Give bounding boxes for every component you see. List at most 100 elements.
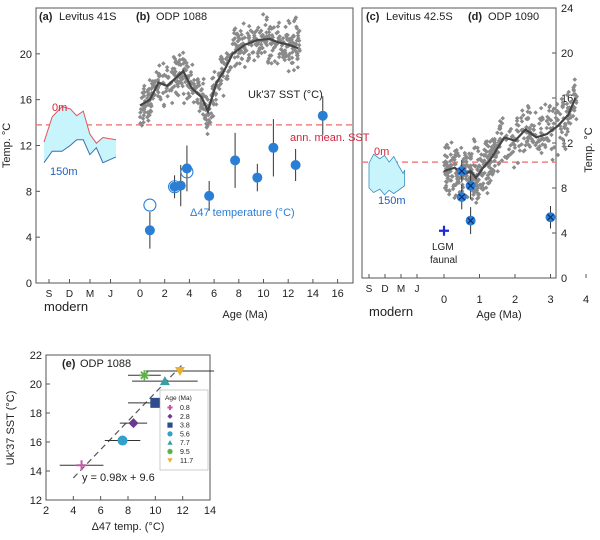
uk37-point (238, 50, 243, 56)
uk37-point (495, 169, 501, 174)
uk37-point (447, 188, 452, 194)
levitus-0m-line (43, 105, 117, 144)
uk37-point (543, 102, 548, 107)
uk37-point (450, 186, 456, 192)
x-tick-label: 1 (476, 294, 482, 306)
uk37-point (173, 90, 179, 95)
uk37-point (517, 148, 523, 153)
legend-entry: 7.7 (180, 440, 190, 447)
levitus-shape (368, 153, 406, 196)
d47-point-cross (467, 217, 475, 225)
uk37-point (276, 54, 282, 60)
uk37-point (520, 108, 525, 113)
uk37-point (295, 53, 300, 58)
legend-entry: 11.7 (180, 458, 193, 465)
point-marker (150, 397, 161, 408)
uk37-point (475, 157, 481, 162)
uk37-point (473, 177, 479, 182)
d47-point (181, 163, 192, 174)
x-tick-label: 3 (547, 294, 553, 306)
uk37-point (214, 102, 219, 107)
uk37-point (205, 131, 210, 137)
uk37-point (454, 173, 460, 179)
fit-label: y = 0.98x + 9.6 (82, 472, 155, 484)
month-tick-label: S (366, 284, 373, 295)
x-tick-label: 8 (236, 288, 242, 300)
uk37-scatter (442, 77, 580, 206)
d47-point (144, 225, 155, 236)
uk37-point (275, 24, 281, 29)
uk37-smooth-line (443, 97, 577, 180)
uk37-point (237, 37, 242, 42)
uk37-point (145, 89, 151, 95)
uk37-point (551, 121, 557, 126)
uk37-point (283, 24, 288, 30)
uk37-point (289, 60, 295, 66)
uk37-point (464, 154, 470, 160)
site-b-label: ODP 1088 (156, 11, 207, 23)
month-tick-label: M (86, 289, 94, 300)
ann-mean-sst-label: ann. mean. SST (290, 132, 370, 144)
y-tick-label: 24 (561, 3, 573, 15)
uk37-point (490, 170, 496, 176)
panel-label-b: (b) (136, 11, 150, 23)
panel-label-e: (e) (62, 358, 76, 370)
uk37-point (497, 126, 503, 132)
uk37-point (270, 48, 275, 53)
uk37-point (188, 69, 194, 75)
uk37-point (179, 81, 184, 86)
uk37-point (549, 132, 554, 138)
uk37-point (270, 35, 276, 40)
point-marker (167, 458, 173, 463)
uk37-point (174, 78, 180, 83)
uk37-point (164, 68, 170, 73)
uk37-point (196, 79, 201, 85)
uk37-point (286, 68, 291, 74)
d47-point (317, 110, 328, 121)
uk37-label: Uk'37 SST (°C) (248, 89, 323, 101)
uk37-point (246, 56, 252, 62)
month-tick-label: J (415, 284, 420, 295)
panel-ab-frame (35, 7, 354, 284)
uk37-point (156, 90, 161, 95)
uk37-point (230, 41, 235, 47)
uk37-smooth-line (139, 37, 299, 115)
month-tick-label: M (397, 284, 405, 295)
uk37-point (198, 101, 204, 106)
x-tick-label: 12 (177, 505, 189, 517)
uk37-point (241, 21, 246, 26)
uk37-point (181, 91, 186, 97)
uk37-point (247, 35, 252, 40)
uk37-point (449, 140, 454, 145)
uk37-point (169, 86, 175, 91)
y-tick-label: 20 (561, 48, 573, 60)
y-tick-label: 8 (26, 186, 32, 198)
uk37-point (446, 192, 452, 197)
uk37-point (477, 182, 483, 187)
legend-box (159, 389, 209, 471)
x-tick-label: 2 (512, 294, 518, 306)
uk37-point (266, 56, 272, 61)
uk37-point (487, 139, 493, 145)
x-tick-label: 4 (70, 505, 76, 517)
modern-label: modern (44, 299, 88, 314)
x-tick-label: 4 (583, 294, 589, 306)
uk37-point (204, 121, 209, 127)
uk37-point (489, 144, 494, 150)
x-tick-label: 14 (307, 288, 319, 300)
uk37-point (232, 27, 237, 33)
uk37-point (515, 160, 521, 166)
uk37-point (260, 12, 266, 17)
uk37-point (173, 60, 179, 66)
uk37-point (246, 52, 252, 58)
point-marker (174, 366, 185, 376)
depth-label-150m: 150m (50, 166, 78, 178)
uk37-point (201, 76, 206, 82)
uk37-point (172, 72, 177, 78)
uk37-point (141, 120, 146, 125)
y-tick-label: 16 (20, 95, 32, 107)
uk37-point (255, 54, 261, 59)
uk37-point (473, 200, 479, 206)
e-points (59, 366, 215, 471)
